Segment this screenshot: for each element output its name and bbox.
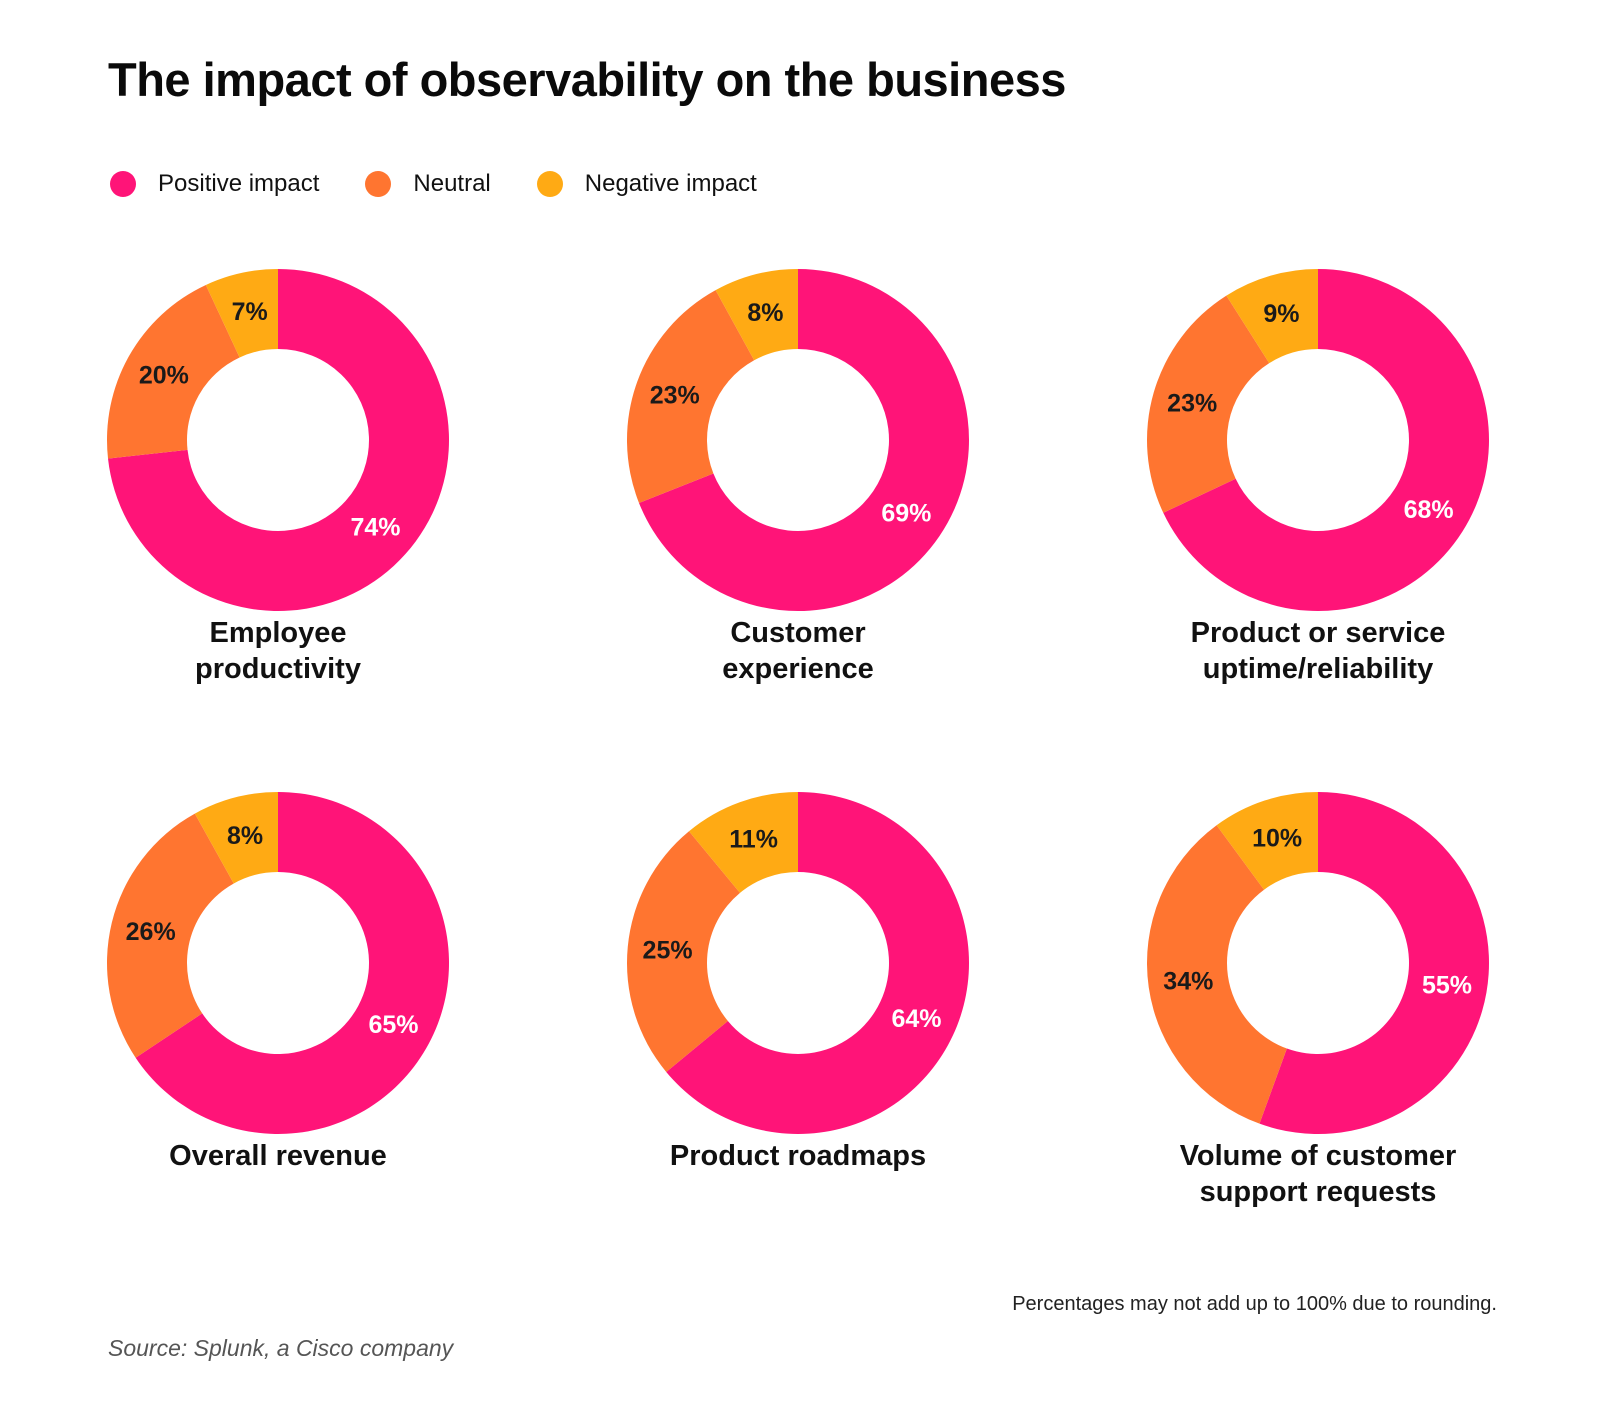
slice-neutral — [1147, 295, 1270, 513]
donut-svg: 68% 23% 9% — [1147, 269, 1489, 611]
slice-positive — [1163, 269, 1489, 611]
legend-item-positive: Positive impact — [110, 170, 319, 198]
slice-positive — [639, 269, 969, 611]
donut-label-line: Product roadmaps — [669, 1140, 927, 1172]
slice-neutral — [1147, 825, 1287, 1124]
donut-label-line: Volume of customer — [1179, 1140, 1457, 1172]
data-label-negative: 7% — [232, 298, 268, 326]
legend-swatch-negative — [536, 171, 563, 197]
chart-title: The impact of observability on the busin… — [108, 53, 1066, 106]
donut-chart-2: 69% 23% 8% Customer experience — [588, 265, 1008, 745]
donut-svg: 65% 26% 8% — [107, 792, 449, 1134]
donut-label-line: support requests — [1199, 1176, 1437, 1208]
data-label-neutral: 25% — [643, 937, 693, 965]
data-label-positive: 74% — [351, 513, 401, 541]
donut-label: Overall revenue — [68, 1138, 488, 1174]
legend-swatch-positive — [110, 171, 136, 197]
source-note: Source: Splunk, a Cisco company — [108, 1335, 454, 1361]
donut-label-line: productivity — [195, 653, 361, 685]
legend-swatch-neutral — [365, 171, 392, 197]
legend: Positive impact Neutral Negative impact — [110, 170, 803, 198]
legend-item-negative: Negative impact — [536, 170, 757, 198]
data-label-neutral: 34% — [1163, 968, 1213, 996]
data-label-neutral: 26% — [126, 918, 176, 946]
slice-neutral — [107, 813, 234, 1058]
footnote: Percentages may not add up to 100% due t… — [1012, 1293, 1497, 1315]
donut-label: Employee productivity — [68, 615, 488, 687]
legend-item-neutral: Neutral — [365, 170, 491, 198]
slice-negative — [1226, 269, 1318, 364]
donut-label: Product roadmaps — [588, 1138, 1008, 1174]
data-label-positive: 68% — [1404, 496, 1454, 524]
slice-neutral — [107, 284, 240, 459]
donut-label: Product or service uptime/reliability — [1108, 615, 1528, 687]
data-label-neutral: 20% — [139, 362, 189, 390]
donut-label-line: Overall revenue — [169, 1140, 387, 1172]
donut-label: Volume of customer support requests — [1108, 1138, 1528, 1210]
data-label-negative: 9% — [1263, 300, 1299, 328]
data-label-negative: 10% — [1252, 825, 1302, 853]
slice-neutral — [627, 831, 740, 1072]
donut-label-line: experience — [722, 653, 874, 685]
data-label-positive: 64% — [892, 1005, 942, 1033]
slice-negative — [715, 269, 798, 361]
slice-positive — [1259, 792, 1489, 1134]
data-label-positive: 69% — [881, 500, 931, 528]
donut-svg: 69% 23% 8% — [627, 269, 969, 611]
legend-label-positive: Positive impact — [158, 170, 320, 197]
slice-positive — [108, 269, 450, 611]
slice-negative — [689, 792, 798, 893]
donut-svg: 64% 25% 11% — [627, 792, 970, 1134]
donut-chart-4: 65% 26% 8% Overall revenue — [68, 788, 488, 1268]
slice-neutral — [627, 290, 755, 503]
donut-svg: 55% 34% 10% — [1147, 792, 1489, 1134]
legend-label-negative: Negative impact — [584, 170, 757, 197]
data-label-negative: 11% — [729, 826, 778, 854]
donut-label: Customer experience — [588, 615, 1008, 687]
donut-chart-3: 68% 23% 9% Product or service uptime/reliabi… — [1108, 265, 1528, 745]
slice-negative — [1216, 792, 1318, 890]
data-label-positive: 65% — [368, 1011, 418, 1039]
donut-label-line: Customer — [730, 617, 866, 649]
data-label-negative: 8% — [227, 822, 263, 850]
slice-negative — [194, 792, 278, 884]
slice-negative — [205, 269, 278, 358]
slice-positive — [135, 792, 449, 1134]
donut-label-line: Product or service — [1190, 617, 1446, 649]
donut-chart-5: 64% 25% 11% Product roadmaps — [588, 788, 1008, 1268]
donut-chart-6: 55% 34% 10% Volume of customer support reque… — [1108, 788, 1528, 1268]
data-label-negative: 8% — [747, 299, 783, 327]
donut-svg: 74% 20% 7% — [107, 269, 450, 611]
donut-label-line: Employee — [209, 617, 347, 649]
donut-chart-1: 74% 20% 7% Employee productivity — [68, 265, 488, 745]
slice-positive — [666, 792, 970, 1134]
data-label-neutral: 23% — [1167, 389, 1217, 417]
donut-label-line: uptime/reliability — [1202, 653, 1434, 685]
data-label-neutral: 23% — [650, 382, 700, 410]
legend-label-neutral: Neutral — [413, 170, 491, 197]
data-label-positive: 55% — [1422, 972, 1472, 1000]
